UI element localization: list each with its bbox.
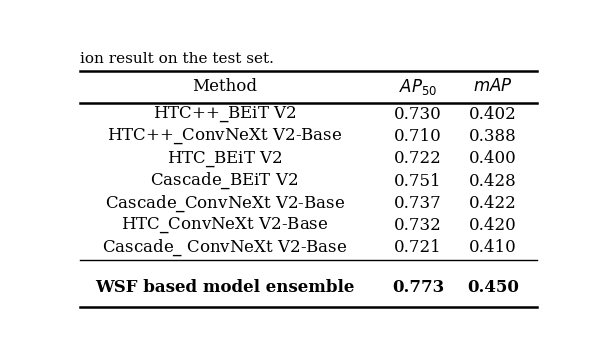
Text: 0.450: 0.450: [467, 279, 519, 296]
Text: Cascade$\_$BEiT V2: Cascade$\_$BEiT V2: [150, 171, 299, 191]
Text: WSF based model ensemble: WSF based model ensemble: [95, 279, 354, 296]
Text: 0.400: 0.400: [469, 150, 517, 167]
Text: 0.722: 0.722: [394, 150, 442, 167]
Text: Method: Method: [192, 78, 257, 95]
Text: HTC$\_$ConvNeXt V2-Base: HTC$\_$ConvNeXt V2-Base: [121, 216, 328, 235]
Text: 0.410: 0.410: [469, 239, 517, 256]
Text: 0.420: 0.420: [469, 217, 517, 234]
Text: HTC++$\_$ConvNeXt V2-Base: HTC++$\_$ConvNeXt V2-Base: [107, 127, 342, 146]
Text: HTC$\_$BEiT V2: HTC$\_$BEiT V2: [167, 149, 282, 169]
Text: 0.730: 0.730: [394, 106, 442, 123]
Text: $mAP$: $mAP$: [473, 78, 512, 95]
Text: 0.751: 0.751: [394, 172, 442, 189]
Text: 0.732: 0.732: [394, 217, 442, 234]
Text: $AP_{50}$: $AP_{50}$: [399, 77, 437, 97]
Text: 0.773: 0.773: [392, 279, 444, 296]
Text: 0.388: 0.388: [469, 128, 517, 145]
Text: 0.402: 0.402: [469, 106, 517, 123]
Text: 0.710: 0.710: [394, 128, 442, 145]
Text: Cascade$\_$ConvNeXt V2-Base: Cascade$\_$ConvNeXt V2-Base: [105, 193, 344, 214]
Text: 0.721: 0.721: [394, 239, 442, 256]
Text: 0.737: 0.737: [394, 195, 442, 212]
Text: ion result on the test set.: ion result on the test set.: [80, 52, 274, 66]
Text: HTC++$\_$BEiT V2: HTC++$\_$BEiT V2: [153, 105, 296, 124]
Text: 0.422: 0.422: [469, 195, 517, 212]
Text: Cascade$\_$ ConvNeXt V2-Base: Cascade$\_$ ConvNeXt V2-Base: [102, 237, 347, 258]
Text: 0.428: 0.428: [469, 172, 517, 189]
